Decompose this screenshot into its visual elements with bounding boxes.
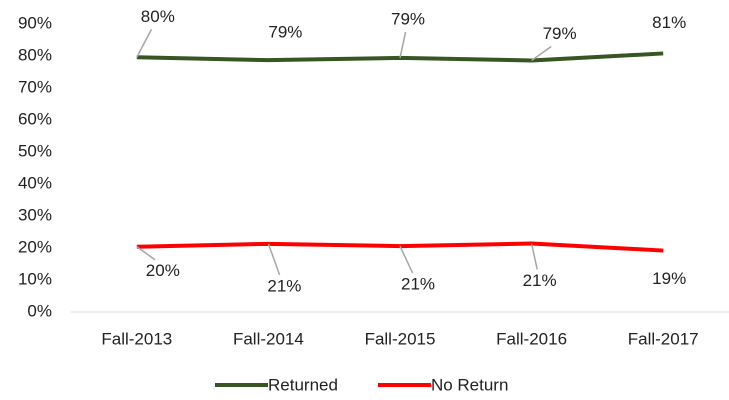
x-tick-label: Fall-2015 — [365, 329, 436, 348]
leader-line — [136, 246, 156, 261]
y-tick-label: 80% — [18, 45, 52, 64]
y-tick-label: 20% — [18, 237, 52, 256]
leader-line — [531, 45, 552, 62]
data-label: 80% — [141, 7, 175, 26]
leader-line — [530, 243, 538, 270]
data-label: 79% — [543, 24, 577, 43]
leader-line — [267, 243, 281, 276]
data-label: 79% — [268, 23, 302, 42]
data-label: 20% — [146, 261, 180, 280]
data-label: 79% — [391, 9, 425, 28]
y-tick-label: 50% — [18, 141, 52, 160]
y-tick-label: 90% — [18, 13, 52, 32]
y-tick-label: 30% — [18, 205, 52, 224]
data-label: 21% — [267, 276, 301, 295]
legend-label: Returned — [268, 375, 338, 394]
legend-label: No Return — [431, 375, 508, 394]
y-tick-label: 0% — [27, 301, 52, 320]
x-tick-label: Fall-2017 — [628, 329, 699, 348]
y-tick-label: 70% — [18, 77, 52, 96]
x-tick-label: Fall-2016 — [496, 329, 567, 348]
y-tick-label: 60% — [18, 109, 52, 128]
x-tick-label: Fall-2014 — [233, 329, 304, 348]
leader-line — [136, 28, 153, 58]
x-tick-label: Fall-2013 — [101, 329, 172, 348]
data-label: 19% — [652, 269, 686, 288]
y-tick-label: 10% — [18, 269, 52, 288]
leader-line — [399, 245, 414, 274]
data-label: 21% — [401, 275, 435, 294]
y-tick-label: 40% — [18, 173, 52, 192]
data-label: 21% — [523, 271, 557, 290]
data-label: 81% — [652, 13, 686, 32]
leader-line — [399, 31, 407, 59]
